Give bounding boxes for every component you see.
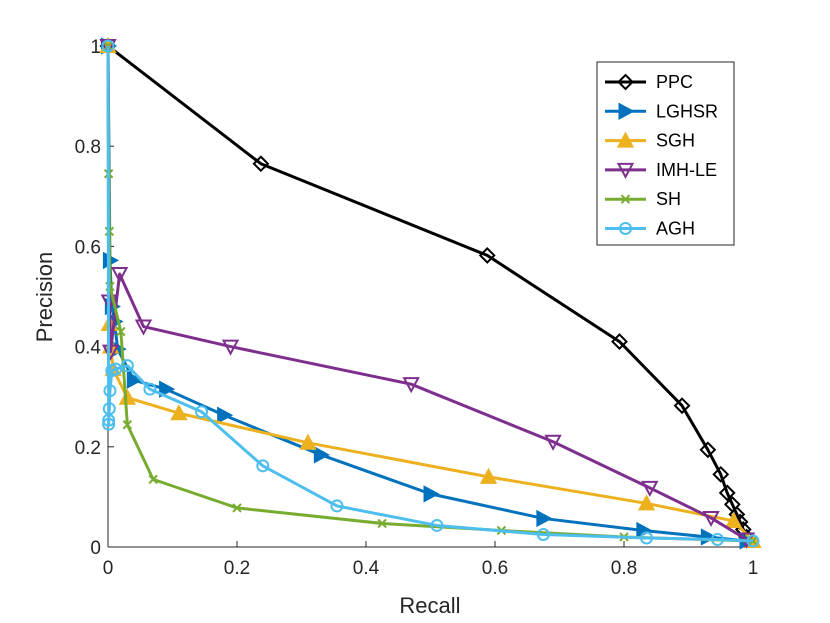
data-point [611,333,628,351]
data-point [148,474,158,485]
data-point [256,459,270,473]
data-point [536,527,550,541]
data-point [120,359,134,373]
data-point [116,326,126,337]
data-point [102,402,116,416]
data-point [122,420,133,430]
data-point [110,266,129,284]
series-agh [101,39,760,548]
y-axis-title: Precision [32,252,57,342]
series-line [106,45,748,541]
y-tick-label: 0.4 [75,338,102,359]
data-point [102,417,116,431]
data-point [479,467,498,484]
data-point [159,380,176,398]
legend-label: LGHSR [656,101,718,121]
plot-area: 0 0.2 0.4 0.6 0.8 1 0 0.2 0.4 0.6 0.8 1 [75,36,762,579]
legend-box [596,61,735,246]
data-point [143,382,157,396]
data-point [118,388,137,405]
x-tick-label: 0 [103,558,114,579]
data-point [636,521,653,540]
y-tick-label: 0.6 [75,237,101,258]
data-point [299,433,317,450]
y-tick-label: 0 [90,538,101,559]
series-line [106,45,754,543]
legend-label: PPC [656,72,693,92]
y-tick-label: 0.8 [75,137,101,158]
data-point [101,39,115,53]
data-point [221,339,240,356]
data-point [232,503,242,513]
x-tick-label: 0.2 [224,558,250,579]
x-tick-label: 0.8 [611,558,637,579]
data-point [544,434,562,451]
data-point [478,247,496,264]
legend-label: IMH-LE [656,160,717,180]
data-point [195,405,209,419]
series-line [107,44,748,538]
x-tick-label: 1 [748,558,759,579]
x-axis-title: Recall [399,593,460,618]
legend-marker [618,102,635,120]
legend-marker [616,131,635,148]
data-point [640,531,654,545]
data-point [724,511,743,528]
legend-label: SGH [656,131,695,151]
data-point [109,362,123,376]
legend-entry: SGH [605,131,695,151]
data-point [711,532,725,546]
legend-label: AGH [656,219,695,239]
data-point [699,441,717,459]
legend-entry: PPC [605,72,693,92]
legend-entry: LGHSR [605,101,718,121]
data-point [377,518,387,529]
data-point [718,484,736,502]
data-point [134,319,153,336]
legend-marker [616,162,635,180]
data-point [252,155,270,173]
data-point [536,509,553,528]
legend-marker [619,222,632,235]
legend-entry: SH [605,189,681,209]
legend-entry: IMH-LE [605,160,717,180]
data-point [673,397,691,415]
data-point [637,494,656,511]
data-point [313,446,330,464]
data-point [746,534,760,548]
legend-label: SH [656,189,681,209]
data-point [330,499,344,513]
legend-marker [617,73,634,91]
data-point [423,485,440,503]
x-tick-label: 0.6 [482,558,508,579]
data-point [712,465,730,483]
data-point [217,406,234,424]
data-point [402,377,420,394]
data-point [103,384,117,398]
y-tick-label: 1 [90,37,101,58]
x-tick-label: 0.4 [353,558,380,579]
data-point [702,510,720,528]
data-point [170,404,188,421]
data-point [641,480,659,497]
data-point [430,518,444,532]
y-tick-label: 0.2 [75,438,101,459]
legend-entry: AGH [605,219,695,239]
legend: PPC LGHSR SGH IMH-LE SH AGH [596,61,735,246]
legend-marker [620,194,631,204]
data-point [126,371,143,389]
